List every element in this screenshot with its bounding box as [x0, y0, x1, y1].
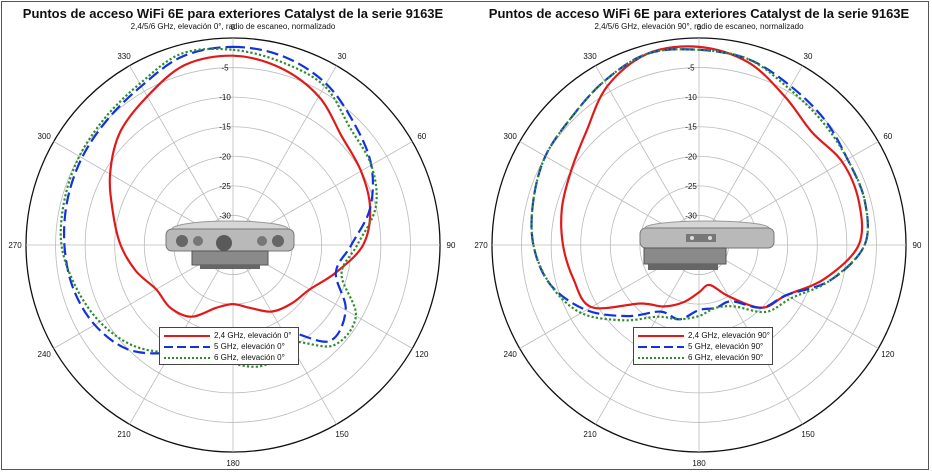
chart-title: Puntos de acceso WiFi 6E para exteriores… — [488, 6, 910, 21]
angle-tick-label: 180 — [692, 459, 706, 468]
radial-tick-label: -30 — [219, 211, 231, 220]
angle-tick-label: 30 — [338, 52, 347, 61]
angle-tick-label: 90 — [913, 241, 922, 250]
angle-tick-label: 120 — [415, 350, 429, 359]
angle-tick-label: 300 — [504, 132, 518, 141]
series-line-2 — [530, 48, 869, 321]
angle-tick-label: 210 — [117, 430, 131, 439]
legend-label: 2,4 GHz, elevación 0° — [214, 331, 292, 340]
legend-item: 5 GHz, elevación 0° — [164, 341, 298, 352]
chart-title: Puntos de acceso WiFi 6E para exteriores… — [22, 6, 444, 21]
angle-tick-label: 30 — [804, 52, 813, 61]
access-point-image-side — [634, 218, 780, 274]
angle-tick-label: 210 — [583, 430, 597, 439]
radial-tick-label: -15 — [219, 123, 231, 132]
angle-tick-label: 330 — [583, 52, 597, 61]
legend-item: 5 GHz, elevación 90° — [638, 341, 772, 352]
legend-label: 6 GHz, elevación 0° — [214, 353, 285, 362]
chart-subtitle: 2,4/5/6 GHz, elevación 90°, radio de esc… — [594, 22, 804, 31]
chart-panel-elevation-0: Puntos de acceso WiFi 6E para exteriores… — [8, 6, 456, 468]
chart-legend: 2,4 GHz, elevación 90° 5 GHz, elevación … — [633, 327, 773, 365]
legend-item: 6 GHz, elevación 90° — [638, 352, 772, 363]
angle-tick-label: 180 — [226, 459, 240, 468]
radial-tick-label: -25 — [219, 182, 231, 191]
legend-label: 2,4 GHz, elevación 90° — [688, 331, 770, 340]
series-line-3 — [530, 48, 869, 322]
angle-tick-label: 120 — [881, 350, 895, 359]
chart-panel-elevation-90: Puntos de acceso WiFi 6E para exteriores… — [466, 0, 932, 473]
angle-tick-label: 0 — [697, 23, 702, 32]
polar-grid-spoke — [698, 244, 879, 349]
angle-tick-label: 60 — [883, 132, 892, 141]
radial-tick-label: -25 — [685, 182, 697, 191]
radial-tick-label: -10 — [219, 93, 231, 102]
series-line-1 — [560, 45, 864, 310]
angle-tick-label: 270 — [474, 241, 488, 250]
radial-tick-label: -5 — [221, 64, 229, 73]
angle-tick-label: 240 — [38, 350, 52, 359]
radial-tick-label: -5 — [687, 64, 695, 73]
radial-tick-label: -30 — [685, 211, 697, 220]
angle-tick-label: 150 — [335, 430, 349, 439]
legend-label: 5 GHz, elevación 90° — [688, 342, 764, 351]
radial-tick-label: -15 — [685, 123, 697, 132]
angle-tick-label: 300 — [38, 132, 52, 141]
radial-tick-label: -20 — [219, 152, 231, 161]
polar-grid-spoke — [595, 65, 700, 246]
series-line-1 — [108, 54, 372, 318]
access-point-image-front — [160, 217, 300, 273]
legend-label: 5 GHz, elevación 0° — [214, 342, 285, 351]
angle-tick-label: 0 — [231, 23, 236, 32]
legend-label: 6 GHz, elevación 90° — [688, 353, 764, 362]
angle-tick-label: 240 — [504, 350, 518, 359]
legend-item: 2,4 GHz, elevación 0° — [164, 330, 298, 341]
chart-legend: 2,4 GHz, elevación 0° 5 GHz, elevación 0… — [159, 327, 299, 365]
radial-tick-label: -10 — [685, 93, 697, 102]
angle-tick-label: 60 — [417, 132, 426, 141]
angle-tick-label: 90 — [447, 241, 456, 250]
angle-tick-label: 270 — [8, 241, 22, 250]
angle-tick-label: 330 — [117, 52, 131, 61]
legend-item: 6 GHz, elevación 0° — [164, 352, 298, 363]
legend-item: 2,4 GHz, elevación 90° — [638, 330, 772, 341]
radial-tick-label: -20 — [685, 152, 697, 161]
chart-subtitle: 2,4/5/6 GHz, elevación 0°, radio de esca… — [130, 22, 336, 31]
angle-tick-label: 150 — [801, 430, 815, 439]
